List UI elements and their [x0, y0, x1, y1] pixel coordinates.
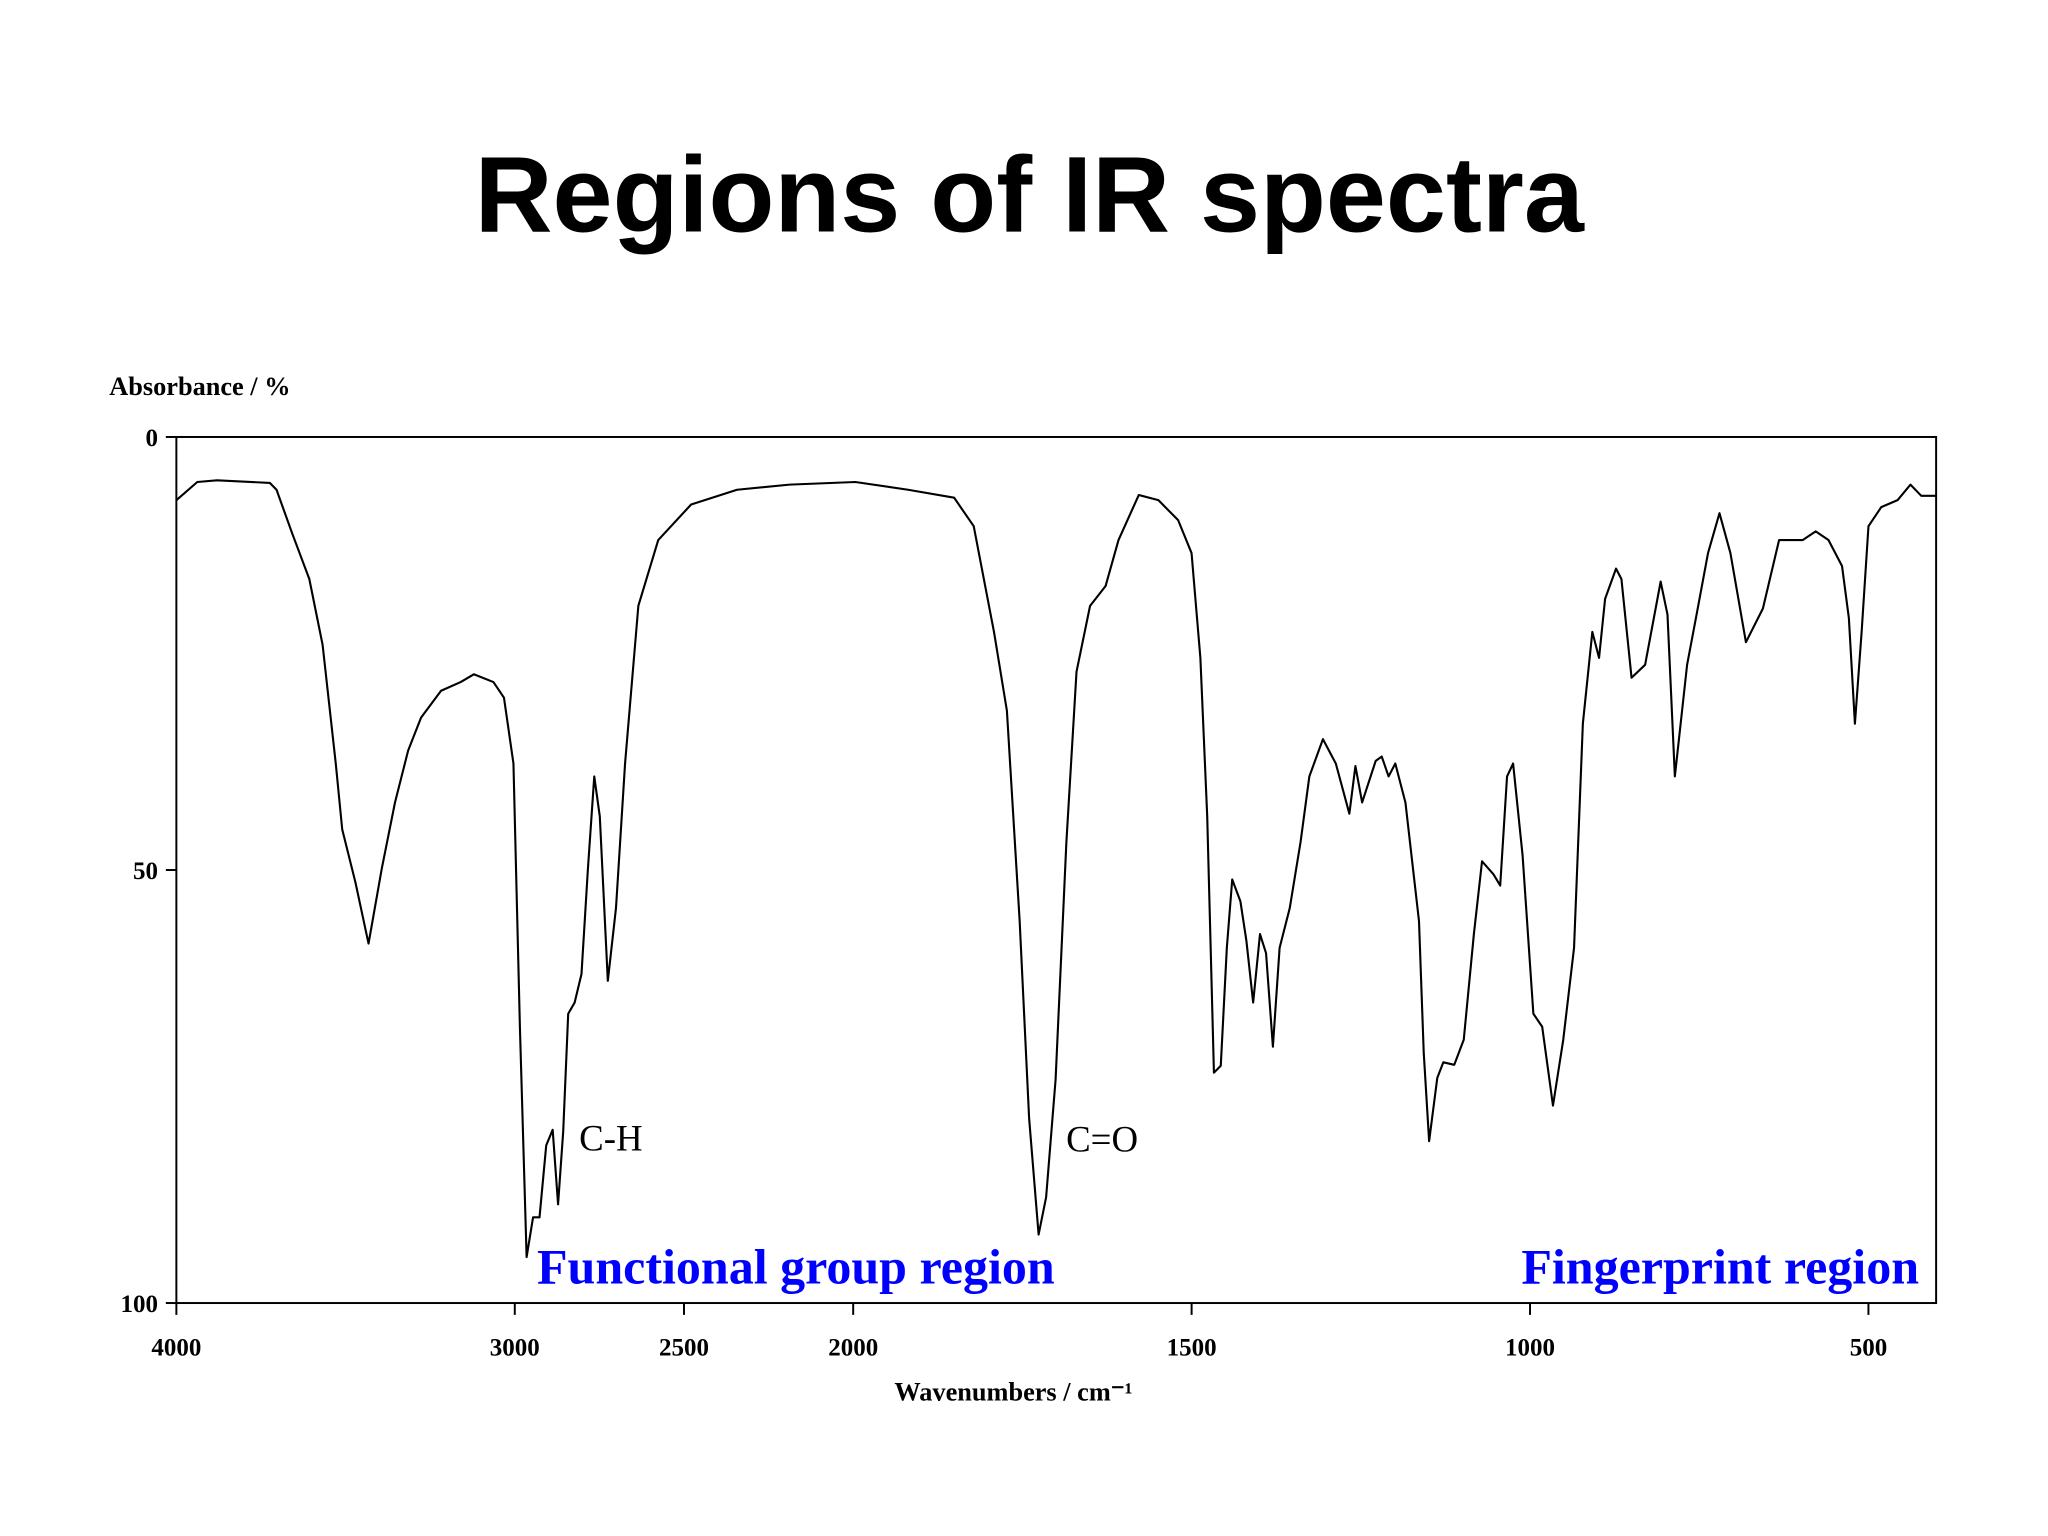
spectrum-line: [175, 479, 1937, 1259]
x-tick-label: 2000: [828, 1335, 878, 1362]
x-tick-label: 1500: [1167, 1335, 1217, 1362]
y-axis-label: Absorbance / %: [109, 372, 290, 401]
region-label: Fingerprint region: [1521, 1238, 1919, 1294]
x-tick-label: 2500: [659, 1335, 709, 1362]
y-tick-label: 50: [133, 858, 158, 885]
x-tick-label: 3000: [490, 1335, 540, 1362]
annotation: C-H: [579, 1117, 642, 1158]
x-tick-label: 500: [1850, 1335, 1888, 1362]
chart-title: Regions of IR spectra: [475, 134, 1585, 255]
region-label: Functional group region: [537, 1238, 1055, 1294]
x-axis-label: Wavenumbers / cm⁻¹: [894, 1377, 1132, 1406]
plot-frame: [175, 435, 1938, 1305]
x-tick-label: 4000: [151, 1335, 201, 1362]
x-tick-label: 1000: [1505, 1335, 1555, 1362]
y-tick-label: 0: [145, 425, 158, 452]
annotation: C=O: [1066, 1119, 1138, 1160]
y-tick-label: 100: [120, 1291, 157, 1318]
